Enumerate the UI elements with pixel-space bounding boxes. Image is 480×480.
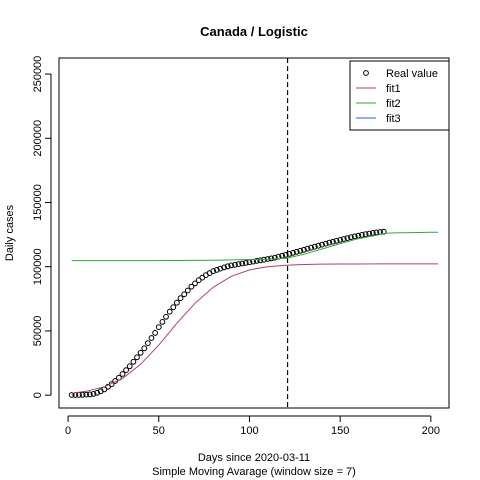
x-tick-label: 50	[153, 425, 165, 437]
data-point	[315, 242, 322, 249]
x-tick-label: 0	[65, 425, 71, 437]
data-point	[340, 236, 347, 242]
data-point	[268, 255, 275, 262]
data-point	[257, 257, 264, 264]
series-line-fit1	[71, 263, 439, 394]
data-point	[290, 249, 296, 256]
plot-area	[58, 57, 450, 409]
x-axis-sublabel: Simple Moving Avarage (window size = 7)	[152, 466, 356, 478]
data-point	[134, 354, 140, 361]
data-point	[184, 287, 191, 294]
data-point	[148, 335, 155, 341]
data-point	[297, 247, 304, 254]
data-point	[166, 308, 173, 315]
x-tick-label: 100	[240, 425, 258, 437]
data-point	[86, 391, 93, 398]
legend-label-Real value: Real value	[386, 68, 438, 80]
data-point	[355, 232, 362, 239]
data-point	[177, 295, 184, 302]
data-point	[293, 248, 300, 255]
data-point	[123, 367, 129, 374]
data-point	[192, 280, 198, 287]
data-point	[308, 244, 315, 251]
data-point	[344, 235, 351, 242]
data-point	[359, 232, 365, 238]
data-point	[348, 234, 354, 241]
data-point	[170, 304, 177, 311]
data-point	[242, 260, 249, 266]
data-point	[239, 260, 246, 267]
data-point	[94, 389, 100, 396]
data-point	[337, 237, 344, 243]
data-point	[351, 233, 358, 240]
data-point	[369, 230, 376, 236]
data-point	[326, 239, 333, 246]
data-point	[126, 363, 133, 370]
data-point	[90, 391, 97, 397]
data-point	[253, 258, 260, 264]
data-point	[366, 230, 373, 237]
data-point	[68, 392, 75, 398]
legend-label-fit1: fit1	[386, 83, 401, 95]
data-point	[159, 319, 166, 325]
x-axis: 0 50 100 150 200	[65, 415, 440, 437]
data-point	[304, 245, 311, 252]
data-point	[155, 324, 162, 331]
data-point	[188, 283, 195, 290]
legend: Real value fit1 fit2 fit3	[349, 60, 450, 131]
data-point	[83, 391, 90, 398]
series-line-fit2	[71, 231, 439, 262]
data-point	[232, 261, 238, 268]
data-point	[330, 238, 336, 245]
data-point	[137, 349, 144, 356]
legend-swatch-Real value	[363, 70, 369, 76]
data-point	[301, 246, 307, 253]
y-tick-label: 250000	[32, 56, 44, 93]
y-tick-label: 150000	[32, 184, 44, 221]
data-point	[311, 243, 318, 250]
data-point	[213, 267, 220, 273]
data-point	[217, 265, 224, 272]
data-point	[333, 237, 340, 244]
data-point	[210, 268, 217, 275]
y-tick-label: 0	[32, 392, 44, 398]
y-axis-label: Daily cases	[4, 204, 16, 261]
data-point	[224, 263, 231, 270]
data-point	[141, 345, 148, 352]
y-tick-label: 50000	[32, 316, 44, 347]
y-tick-label: 100000	[32, 248, 44, 285]
data-point	[362, 231, 369, 238]
data-point	[235, 261, 242, 268]
y-tick-label: 200000	[32, 120, 44, 157]
x-tick-label: 200	[422, 425, 440, 437]
legend-label-fit2: fit2	[386, 98, 401, 110]
data-point	[163, 313, 169, 320]
plot-frame	[58, 57, 450, 409]
data-point	[221, 264, 228, 271]
data-point	[174, 299, 180, 306]
data-point	[319, 241, 325, 248]
data-point	[119, 371, 126, 377]
chart-title: Canada / Logistic	[200, 24, 308, 39]
x-axis-label: Days since 2020-03-11	[198, 452, 310, 464]
data-point	[181, 291, 188, 298]
data-point	[130, 358, 137, 365]
x-tick-label: 150	[331, 425, 349, 437]
data-point	[228, 262, 235, 269]
legend-label-fit3: fit3	[386, 113, 401, 125]
data-point	[152, 330, 159, 336]
data-point	[272, 254, 278, 261]
y-axis: 0 50000 100000 150000 200000 250000	[32, 56, 52, 398]
data-point	[79, 391, 86, 398]
data-point	[145, 340, 151, 347]
data-point	[322, 240, 329, 247]
